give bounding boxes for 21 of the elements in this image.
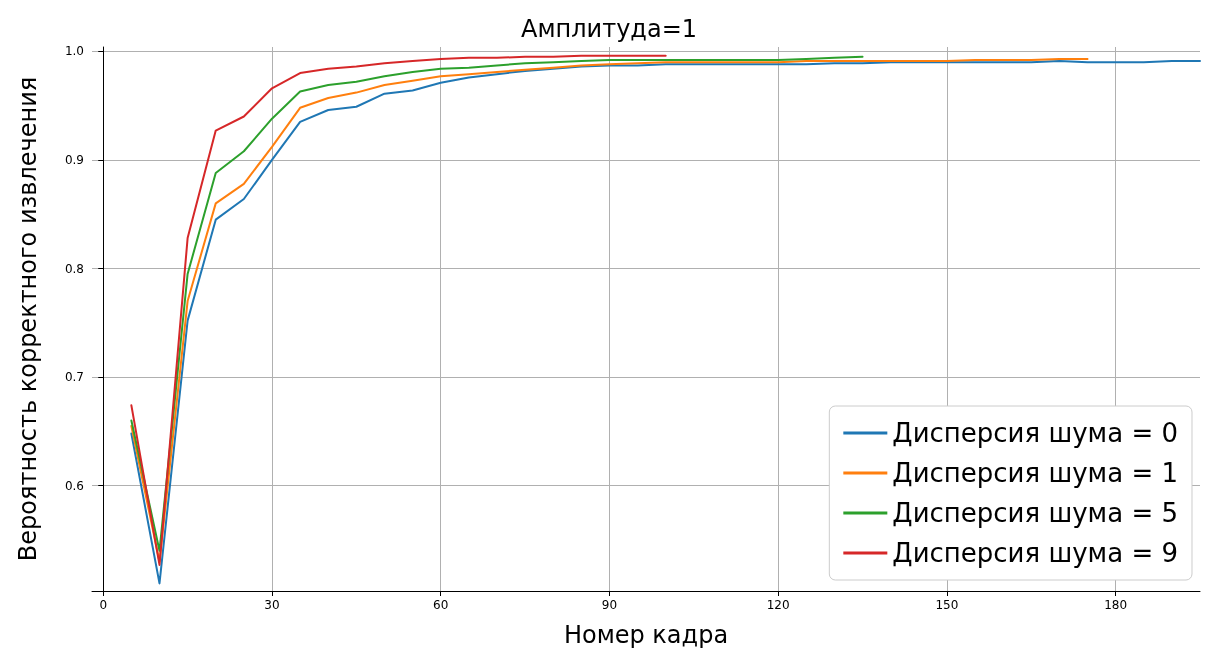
x-tick-label: 60 xyxy=(433,598,449,612)
legend-label: Дисперсия шума = 0 xyxy=(892,418,1178,448)
y-tick-label: 0.7 xyxy=(64,370,84,385)
legend-label: Дисперсия шума = 5 xyxy=(892,498,1178,528)
y-tick-label: 0.9 xyxy=(64,152,84,167)
x-tick-label: 90 xyxy=(601,598,618,612)
legend-label: Дисперсия шума = 9 xyxy=(892,538,1178,568)
x-tick-label: 0 xyxy=(99,598,108,612)
legend-label: Дисперсия шума = 1 xyxy=(892,458,1178,488)
y-tick-label: 0.8 xyxy=(64,261,84,276)
x-tick-label: 150 xyxy=(935,598,959,612)
x-tick-label: 180 xyxy=(1104,598,1128,612)
y-axis-title: Вероятность корректного извлечения xyxy=(14,76,42,562)
chart-title: Амплитуда=1 xyxy=(520,15,698,43)
x-axis-title: Номер кадра xyxy=(563,621,729,649)
x-tick-label: 30 xyxy=(264,598,280,612)
y-tick-label: 1.0 xyxy=(64,44,84,59)
y-tick-label: 0.6 xyxy=(64,478,84,493)
line-series xyxy=(130,54,667,566)
line-series xyxy=(130,55,864,552)
x-tick-label: 120 xyxy=(766,598,790,612)
